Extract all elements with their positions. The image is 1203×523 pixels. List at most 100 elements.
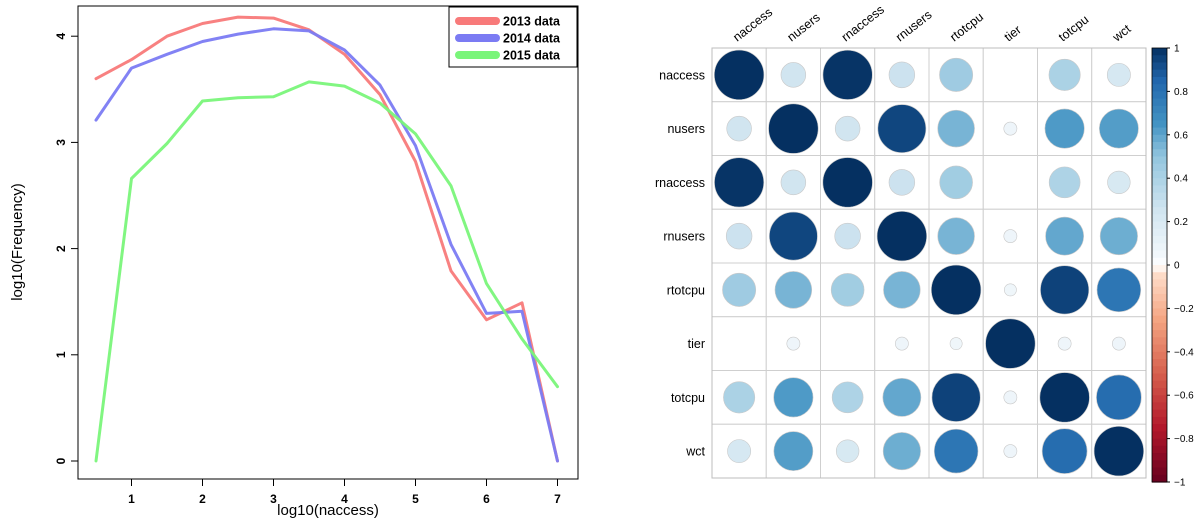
colorbar-segment xyxy=(1152,308,1167,317)
colorbar-tick-label: −0.6 xyxy=(1174,391,1194,402)
colorbar-segment xyxy=(1152,330,1167,338)
corr-circle xyxy=(822,157,873,208)
colorbar-segment xyxy=(1152,84,1167,92)
corr-circle xyxy=(933,428,979,474)
corr-circle xyxy=(1039,372,1090,423)
corr-circle xyxy=(939,57,974,92)
colorbar-tick-label: 0.2 xyxy=(1174,217,1188,228)
colorbar-segment xyxy=(1152,322,1167,331)
y-tick-label: 0 xyxy=(54,457,68,464)
y-axis-label: log10(Frequency) xyxy=(9,183,26,301)
colorbar: 1 0.8 0.6 0.4 0.2 0 −0.2 −0.4 −0.6 −0.8 −1 xyxy=(1151,44,1194,489)
corr-cell xyxy=(982,155,1038,210)
corr-circle xyxy=(937,217,975,255)
corr-circle xyxy=(1041,428,1088,474)
colorbar-segment xyxy=(1152,373,1167,382)
colorbar-segment xyxy=(1152,243,1167,252)
row-label: rnaccess xyxy=(655,176,705,190)
line-axes: 1 2 3 4 5 6 7 0 1 2 3 4 xyxy=(54,33,561,506)
corr-circle xyxy=(727,439,752,464)
corr-frame xyxy=(711,47,1147,479)
colorbar-segment xyxy=(1152,69,1167,78)
correlation-plot: naccess naccess nusers nusers rnaccess rnacce… xyxy=(655,3,1194,489)
colorbar-segment xyxy=(1152,55,1167,64)
corr-circles xyxy=(714,49,1144,477)
corr-cell xyxy=(711,316,767,371)
corr-circle xyxy=(1106,62,1131,87)
corr-circle xyxy=(780,169,807,196)
corr-circle xyxy=(835,439,860,463)
corr-circle xyxy=(888,169,916,196)
corr-circle xyxy=(780,62,807,88)
corr-circle xyxy=(1003,390,1018,405)
colorbar-segment xyxy=(1152,445,1167,454)
y-tick-label: 4 xyxy=(54,33,68,40)
corr-circle xyxy=(1048,166,1081,199)
colorbar-segment xyxy=(1152,344,1167,353)
legend-label: 2013 data xyxy=(503,15,561,29)
colorbar-segment xyxy=(1152,265,1167,273)
colorbar-segment xyxy=(1152,214,1167,223)
col-label: wct xyxy=(1109,21,1134,45)
legend-label: 2015 data xyxy=(503,49,561,63)
row-label: rnusers xyxy=(663,230,705,244)
colorbar-segment xyxy=(1152,236,1167,244)
colorbar-segment xyxy=(1152,409,1167,418)
x-axis-label: log10(naccess) xyxy=(277,502,379,519)
corr-circle xyxy=(714,157,765,208)
corr-circle xyxy=(774,271,813,309)
x-tick-label: 4 xyxy=(341,492,348,506)
colorbar-segment xyxy=(1152,113,1167,121)
corr-circle xyxy=(1099,108,1139,149)
row-label: totcpu xyxy=(671,391,705,405)
col-label: totcpu xyxy=(1056,12,1091,44)
legend: 2013 data 2014 data 2015 data xyxy=(448,6,578,68)
corr-circle xyxy=(725,222,753,250)
line-series-group xyxy=(94,15,559,463)
corr-cell xyxy=(982,47,1038,103)
corr-circle xyxy=(939,165,973,200)
colorbar-segment xyxy=(1152,467,1167,476)
corr-circle xyxy=(1096,267,1142,313)
row-label: tier xyxy=(688,337,705,351)
corr-circle xyxy=(1003,121,1018,136)
corr-circle xyxy=(1093,426,1144,477)
corr-circle xyxy=(714,49,765,100)
colorbar-segment xyxy=(1152,366,1167,375)
colorbar-segment xyxy=(1152,207,1167,215)
line-chart: 1 2 3 4 5 6 7 0 1 2 3 4 log10(naccess) log10(Freque… xyxy=(9,5,579,519)
colorbar-tick-label: 0 xyxy=(1174,261,1180,272)
corr-circle xyxy=(773,377,814,418)
corr-circle xyxy=(895,336,909,351)
corr-circle xyxy=(937,109,975,148)
colorbar-segment xyxy=(1152,105,1167,114)
corr-circle xyxy=(822,49,873,100)
col-label: tier xyxy=(1002,23,1024,45)
corr-circle xyxy=(1099,217,1138,256)
colorbar-segment xyxy=(1152,149,1167,158)
corr-circle xyxy=(786,336,801,351)
corr-circle xyxy=(1004,283,1017,297)
colorbar-segment xyxy=(1152,156,1167,165)
colorbar-segment xyxy=(1152,431,1167,440)
colorbar-segment xyxy=(1152,142,1167,150)
corr-circle xyxy=(769,211,818,261)
colorbar-segment xyxy=(1152,127,1167,136)
colorbar-segment xyxy=(1152,199,1167,208)
series-line-2014-data xyxy=(94,27,559,463)
corr-circle xyxy=(1107,170,1131,195)
colorbar-segment xyxy=(1152,359,1167,367)
colorbar-segment xyxy=(1152,380,1167,389)
corr-circle xyxy=(1003,444,1018,458)
corr-circle xyxy=(888,61,916,89)
colorbar-segment xyxy=(1152,272,1167,281)
corr-circle xyxy=(831,381,864,414)
col-label: naccess xyxy=(730,5,775,44)
row-label: naccess xyxy=(659,68,705,82)
corr-circle xyxy=(834,222,861,250)
corr-circle xyxy=(883,271,921,309)
corr-circle xyxy=(830,273,865,307)
colorbar-tick-label: 0.6 xyxy=(1174,130,1188,141)
corr-circle xyxy=(1003,229,1018,243)
corr-circle xyxy=(1048,58,1081,91)
